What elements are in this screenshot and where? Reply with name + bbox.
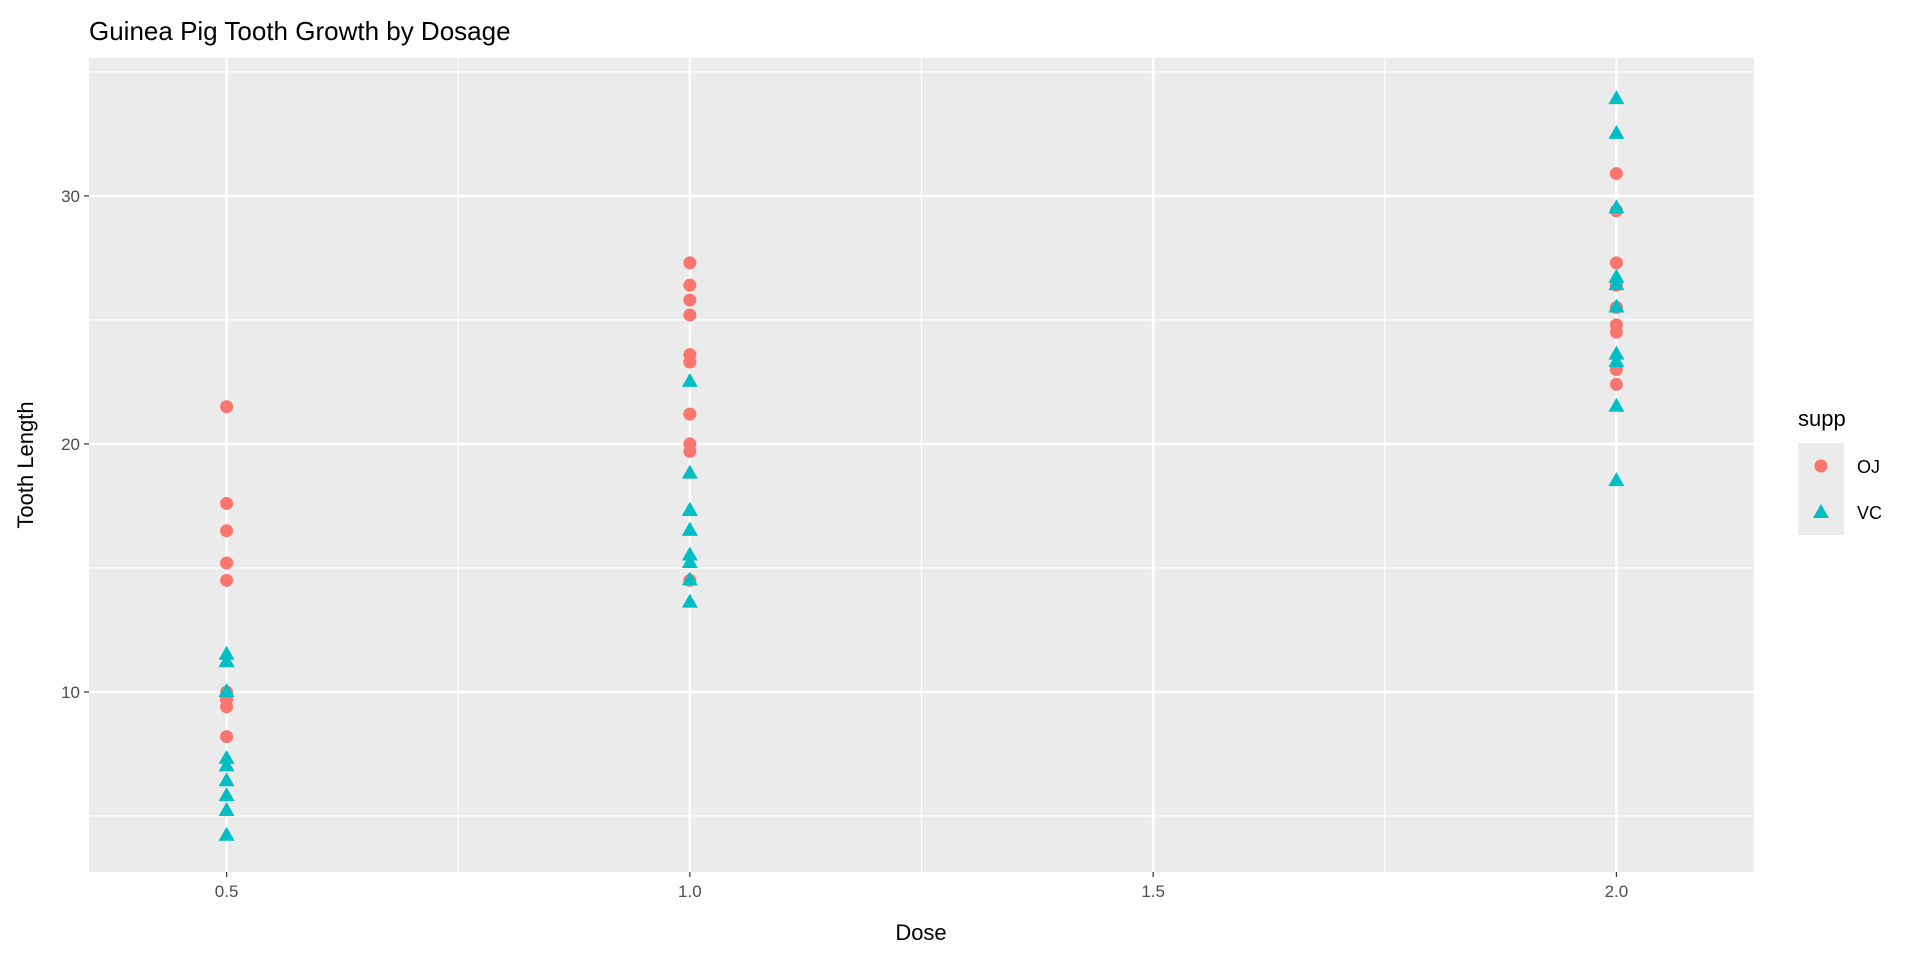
point-vc: [1608, 276, 1625, 291]
point-oj: [220, 496, 234, 510]
x-axis-title: Dose: [895, 920, 946, 945]
point-oj: [220, 524, 234, 538]
x-tick-label: 2.0: [1605, 882, 1629, 901]
data-points: [218, 90, 1625, 841]
point-vc: [681, 593, 698, 608]
point-vc: [681, 464, 698, 479]
point-vc: [681, 546, 698, 561]
legend: supp OJ VC: [1798, 406, 1882, 535]
y-axis-ticks: 10 20 30: [61, 187, 89, 702]
point-oj: [683, 407, 697, 421]
point-vc: [681, 521, 698, 536]
point-vc: [218, 749, 235, 764]
point-vc: [1608, 124, 1625, 139]
legend-label-vc: VC: [1857, 503, 1882, 523]
chart-title: Guinea Pig Tooth Growth by Dosage: [89, 16, 511, 46]
point-oj: [683, 278, 697, 292]
point-vc: [218, 787, 235, 802]
point-vc: [218, 801, 235, 816]
y-tick-label: 30: [61, 187, 80, 206]
point-oj: [683, 437, 697, 451]
point-vc: [1608, 472, 1625, 487]
point-oj: [683, 293, 697, 307]
point-vc: [681, 571, 698, 586]
point-vc: [1608, 298, 1625, 313]
legend-oj-circle-icon: [1814, 459, 1828, 473]
x-tick-label: 1.5: [1141, 882, 1165, 901]
point-vc: [1608, 268, 1625, 283]
point-vc: [681, 372, 698, 387]
point-oj: [683, 308, 697, 322]
point-oj: [683, 348, 697, 362]
point-vc: [1608, 90, 1625, 105]
point-oj: [220, 730, 234, 744]
y-axis-title: Tooth Length: [13, 401, 38, 528]
x-axis-ticks: 0.5 1.0 1.5 2.0: [215, 872, 1628, 901]
legend-title: supp: [1798, 406, 1846, 431]
point-vc: [1608, 397, 1625, 412]
point-vc: [1608, 199, 1625, 214]
y-tick-label: 10: [61, 683, 80, 702]
point-vc: [218, 645, 235, 660]
y-tick-label: 20: [61, 435, 80, 454]
point-oj: [220, 400, 234, 414]
point-vc: [218, 682, 235, 697]
minor-gridlines: [89, 58, 1754, 872]
legend-vc-triangle-icon: [1813, 504, 1829, 518]
legend-label-oj: OJ: [1857, 457, 1880, 477]
point-vc: [218, 653, 235, 668]
point-oj: [220, 556, 234, 570]
point-vc: [218, 772, 235, 787]
point-oj: [1609, 377, 1623, 391]
point-vc: [681, 501, 698, 516]
point-vc: [218, 757, 235, 772]
point-vc: [1608, 345, 1625, 360]
point-oj: [1609, 256, 1623, 270]
x-tick-label: 1.0: [678, 882, 702, 901]
point-oj: [683, 256, 697, 270]
point-vc: [681, 553, 698, 568]
point-oj: [220, 573, 234, 587]
point-vc: [1608, 353, 1625, 368]
point-oj: [1609, 318, 1623, 332]
major-gridlines: [89, 58, 1754, 872]
point-vc: [218, 826, 235, 841]
x-tick-label: 0.5: [215, 882, 239, 901]
point-oj: [1609, 167, 1623, 181]
